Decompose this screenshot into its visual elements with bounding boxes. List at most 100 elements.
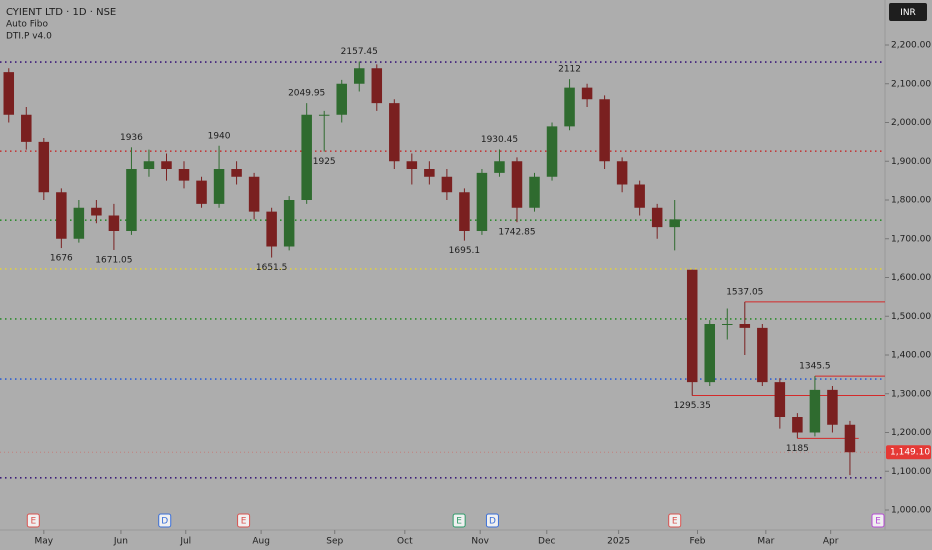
x-tick-label: Nov	[471, 537, 489, 547]
y-tick-label: 2,100.00	[891, 79, 931, 89]
y-tick-label: 2,200.00	[891, 41, 931, 51]
y-tick-label: 1,900.00	[891, 157, 931, 167]
candle-body	[634, 184, 645, 208]
pivot-label: 2157.45	[341, 47, 378, 57]
indicator-label: Auto Fibo	[6, 20, 48, 30]
event-label: E	[672, 517, 678, 527]
candle-body	[21, 114, 32, 142]
candle-body	[283, 200, 295, 247]
candle-body	[809, 389, 821, 433]
pivot-label: 2112	[558, 65, 581, 75]
candle-body	[739, 324, 751, 328]
event-label: E	[875, 517, 881, 527]
candle-body	[581, 87, 593, 100]
candle-body	[108, 215, 120, 231]
x-tick-label: 2025	[607, 537, 630, 547]
candle-body	[599, 99, 610, 162]
candle-body	[424, 169, 435, 177]
candle-body	[774, 382, 786, 417]
candle-body	[231, 169, 242, 177]
pivot-label: 1537.05	[726, 287, 763, 297]
y-tick-label: 1,400.00	[891, 351, 931, 361]
candle-body	[389, 103, 400, 162]
y-tick-label: 1,100.00	[891, 467, 931, 477]
candle-body	[511, 161, 523, 208]
event-label: E	[241, 517, 247, 527]
candle-body	[318, 114, 330, 116]
event-label: E	[30, 517, 36, 527]
candle-body	[704, 324, 716, 383]
chart-title: CYIENT LTD · 1D · NSE	[6, 7, 116, 18]
x-tick-label: Oct	[397, 537, 413, 547]
candle-body	[161, 161, 172, 169]
event-marker	[485, 513, 499, 528]
event-label: D	[489, 517, 496, 527]
candle-body	[143, 161, 155, 169]
candle-body	[651, 207, 663, 228]
candle-body	[73, 207, 85, 239]
candle-body	[248, 176, 260, 212]
pivot-label: 1676	[50, 254, 73, 264]
candle-body	[844, 424, 856, 453]
event-marker	[668, 513, 682, 528]
candle-body	[196, 180, 207, 204]
candle-body	[757, 327, 768, 383]
x-tick-label: May	[35, 537, 54, 547]
pivot-label: 1936	[120, 133, 143, 143]
candle-body	[354, 68, 365, 84]
y-tick-label: 1,000.00	[891, 506, 931, 516]
y-tick-label: 1,600.00	[891, 273, 931, 283]
last-price-box	[886, 445, 931, 460]
y-tick-label: 1,200.00	[891, 428, 931, 438]
x-tick-label: Sep	[326, 537, 343, 547]
pivot-label: 1185	[786, 444, 809, 454]
candle-body	[38, 141, 50, 193]
pivot-label: 1695.1	[449, 246, 481, 256]
pivot-label: 1651.5	[256, 263, 288, 273]
candle-body	[792, 417, 803, 433]
candle-body	[371, 68, 383, 104]
x-tick-label: Jul	[179, 537, 191, 547]
event-marker	[26, 513, 40, 528]
candle-body	[56, 192, 67, 239]
pivot-label: 1345.5	[799, 362, 831, 372]
x-tick-label: Aug	[252, 537, 270, 547]
pivot-label: 1671.05	[95, 255, 132, 265]
y-tick-label: 1,500.00	[891, 312, 931, 322]
candle-body	[213, 169, 225, 204]
candle-body	[459, 192, 470, 231]
x-tick-label: Jun	[113, 537, 128, 547]
candle-body	[564, 87, 575, 127]
candle-body	[441, 176, 453, 193]
last-price-label: 1,149.10	[890, 448, 930, 458]
candle-body	[669, 219, 680, 228]
x-tick-label: Dec	[538, 537, 555, 547]
event-marker	[158, 513, 172, 528]
candle-body	[546, 126, 558, 177]
pivot-label: 1940	[208, 131, 231, 141]
candle-body	[178, 169, 190, 181]
indicator-label: DTI.P v4.0	[6, 32, 52, 42]
event-marker	[237, 513, 251, 528]
candle-body	[476, 172, 488, 231]
event-marker	[871, 513, 885, 528]
event-marker	[452, 513, 466, 528]
pivot-label: 1930.45	[481, 135, 518, 145]
pivot-label: 1742.85	[498, 228, 535, 238]
x-tick-label: Feb	[690, 537, 706, 547]
candle-body	[3, 72, 15, 115]
candle-body	[529, 176, 540, 208]
candle-body	[494, 161, 505, 173]
currency[interactable]: INR	[900, 8, 916, 18]
pivot-label: 1925	[313, 157, 336, 167]
y-tick-label: 1,300.00	[891, 389, 931, 399]
y-tick-label: 2,000.00	[891, 118, 931, 128]
event-label: D	[161, 517, 168, 527]
y-tick-label: 1,800.00	[891, 196, 931, 206]
candle-body	[91, 207, 102, 216]
pivot-label: 1295.35	[674, 401, 711, 411]
candle-body	[722, 324, 733, 325]
currency-box[interactable]	[889, 3, 927, 21]
